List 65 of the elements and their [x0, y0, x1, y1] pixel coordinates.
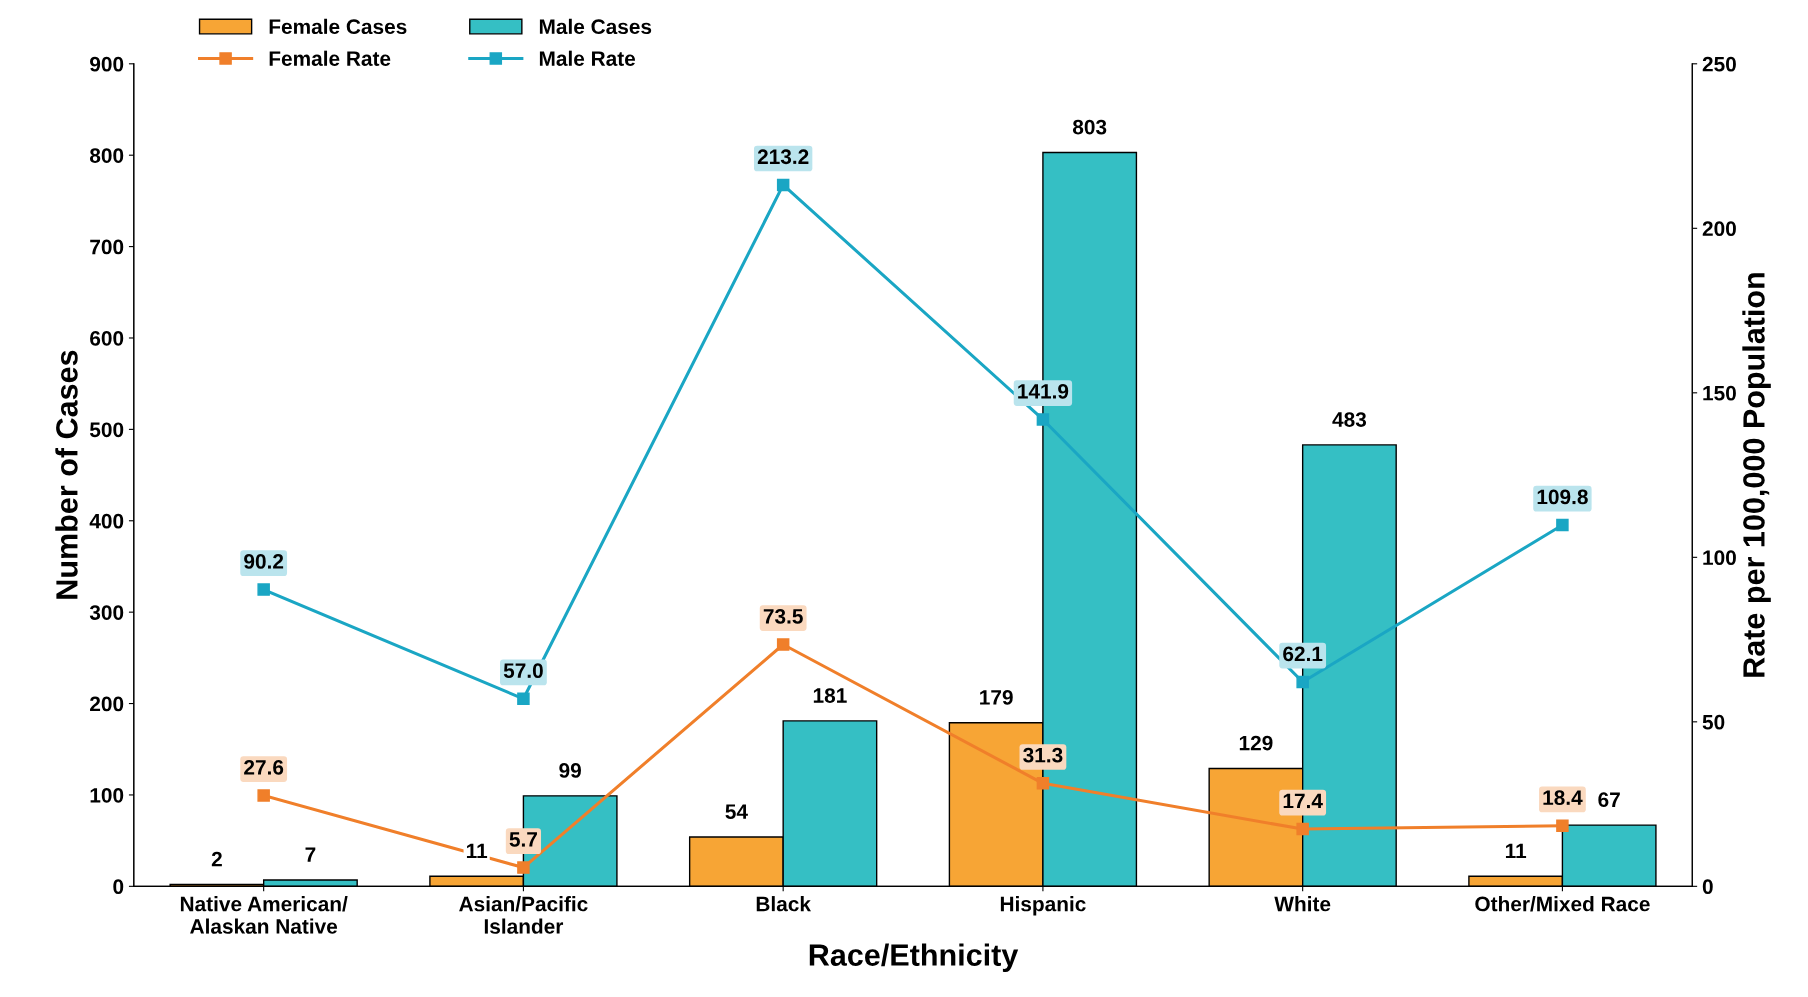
point [1296, 822, 1309, 836]
point [1036, 777, 1050, 790]
data-label: 90.2 [244, 554, 284, 569]
data-label: 213.2 [757, 149, 809, 165]
point [257, 583, 270, 596]
data-label: 5.7 [509, 832, 537, 847]
y2-tick-label: 100 [1703, 550, 1736, 566]
point [776, 638, 790, 651]
data-label: 11 [1505, 843, 1527, 859]
y-tick-label: 700 [90, 239, 124, 255]
x-axis-title: Race/Ethnicity [809, 943, 1019, 972]
x-tick-label: Asian/Pacific Islander [459, 896, 588, 934]
data-label: 67 [1598, 792, 1620, 808]
data-label: 2 [211, 851, 222, 867]
point [1556, 518, 1569, 532]
y2-tick-label: 250 [1702, 56, 1736, 72]
data-label: 27.6 [244, 759, 284, 775]
y-tick-label: 300 [89, 605, 124, 620]
y2-tick-label: 150 [1703, 385, 1736, 401]
y2-tick-label: 200 [1702, 221, 1736, 237]
point [776, 178, 790, 192]
data-label: 129 [1239, 735, 1273, 751]
y2-tick-label: 50 [1702, 714, 1725, 730]
data-label: 11 [466, 843, 488, 859]
data-label: 54 [725, 804, 748, 819]
y-axis-title: Number of Cases [55, 350, 78, 599]
y-tick-label: 900 [90, 56, 124, 72]
y-tick-label: 800 [89, 148, 124, 163]
y-tick-label: 500 [89, 422, 124, 438]
data-label: 141.9 [1018, 383, 1069, 399]
data-label: 62.1 [1283, 646, 1323, 662]
x-tick-label: White [1274, 896, 1331, 912]
point [1296, 675, 1309, 689]
x-tick-label: Black [756, 896, 811, 912]
data-label: 803 [1072, 119, 1107, 135]
data-label: 181 [813, 688, 847, 703]
data-label: 57.0 [503, 663, 543, 679]
point [257, 789, 270, 802]
y2-tick-label: 0 [1702, 879, 1713, 895]
point [1036, 413, 1050, 426]
y-tick-label: 400 [89, 513, 124, 529]
data-label: 18.4 [1543, 790, 1583, 806]
data-label: 31.3 [1023, 747, 1063, 763]
legend-label: Male Cases [539, 18, 652, 35]
data-label: 483 [1332, 412, 1367, 427]
y-tick-label: 0 [113, 879, 124, 895]
y-tick-label: 600 [90, 330, 124, 346]
data-label: 7 [305, 847, 316, 862]
data-label: 17.4 [1283, 793, 1323, 809]
point [517, 861, 530, 874]
y-tick-label: 100 [90, 787, 124, 803]
y-tick-label: 200 [90, 696, 124, 712]
legend-label: Female Rate [269, 50, 391, 66]
data-label: 179 [980, 689, 1013, 705]
x-tick-label: Other/Mixed Race [1475, 896, 1650, 912]
data-label: 109.8 [1537, 489, 1588, 505]
point [1556, 819, 1569, 833]
point [517, 692, 530, 706]
legend-label: Male Rate [539, 50, 636, 66]
legend-label: Female Cases [269, 18, 407, 35]
data-label: 73.5 [763, 608, 803, 624]
x-tick-label: Native American/ Alaskan Native [180, 896, 348, 934]
y2-axis-title: Rate per 100,000 Population [1742, 273, 1771, 677]
x-tick-label: Hispanic [1000, 896, 1086, 916]
data-label: 99 [559, 763, 581, 778]
